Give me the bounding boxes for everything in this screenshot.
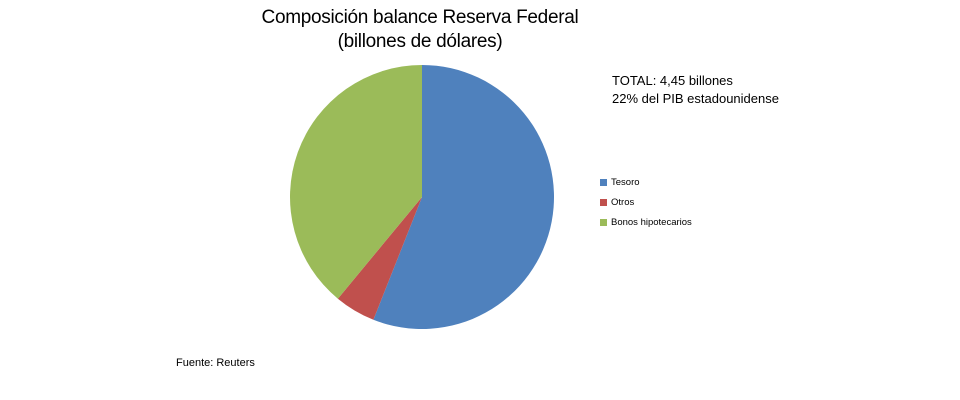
source-note: Fuente: Reuters — [176, 357, 255, 369]
pie-slice-bonos-hipotecarios — [289, 65, 422, 299]
total-annotation-line2: 22% del PIB estadounidense — [612, 91, 779, 106]
legend-swatch — [600, 178, 607, 186]
legend-swatch — [600, 218, 607, 226]
legend-item-otros: Otros — [600, 192, 692, 212]
legend-swatch — [600, 198, 607, 206]
pie-slice-tesoro — [373, 65, 555, 329]
chart-title-line1: Composición balance Reserva Federal — [261, 7, 579, 28]
legend-label: Bonos hipotecarios — [611, 216, 692, 228]
total-annotation: TOTAL: 4,45 billones 22% del PIB estadou… — [612, 72, 779, 108]
total-annotation-line1: TOTAL: 4,45 billones — [612, 73, 733, 88]
pie-slice-otros — [337, 197, 422, 320]
legend-label: Otros — [611, 196, 635, 208]
chart-subtitle: (billones de dólares) — [337, 31, 503, 52]
chart-legend: Tesoro Otros Bonos hipotecarios — [600, 172, 692, 232]
chart-title: Composición balance Reserva Federal (bil… — [200, 6, 640, 54]
legend-label: Tesoro — [611, 176, 640, 188]
legend-item-bonos-hipotecarios: Bonos hipotecarios — [600, 212, 692, 232]
legend-item-tesoro: Tesoro — [600, 172, 692, 192]
